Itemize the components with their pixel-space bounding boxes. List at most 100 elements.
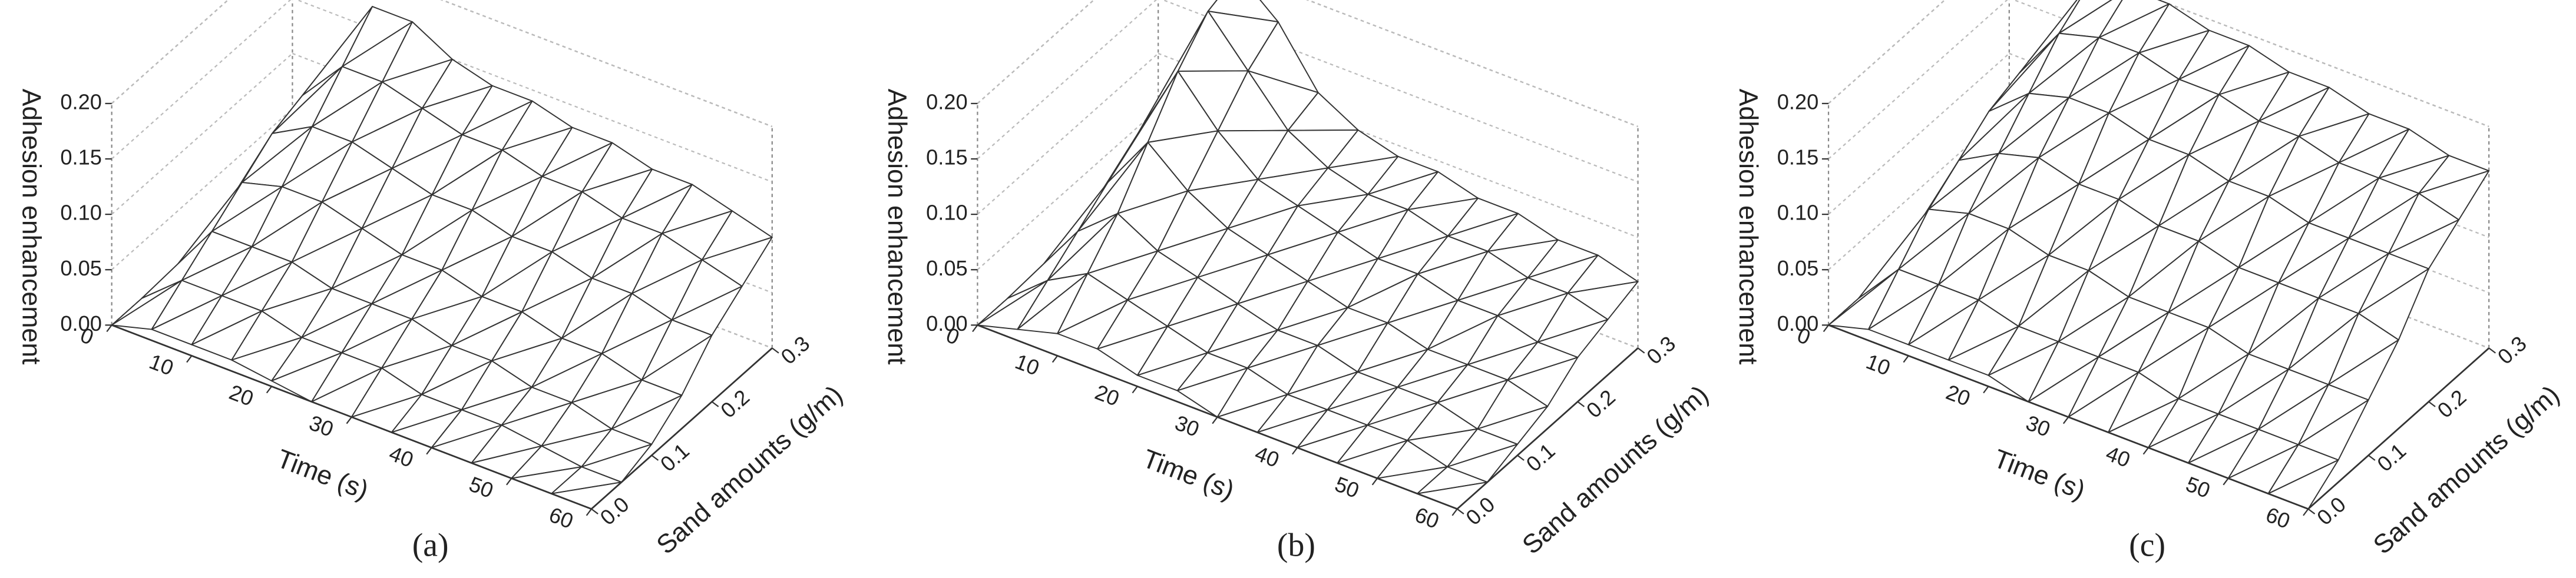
grid-line: [977, 0, 1095, 104]
z-tick-label: 0.20: [60, 89, 102, 114]
y-tick: [1637, 347, 1645, 354]
x-tick-label: 20: [1092, 380, 1122, 411]
grid-line: [977, 108, 1159, 271]
x-tick-label: 60: [1411, 503, 1442, 534]
x-tick-label: 60: [2263, 503, 2293, 534]
x-tick-label: 30: [2023, 410, 2053, 441]
y-tick-label: 0.3: [2493, 331, 2531, 369]
x-tick: [186, 355, 193, 363]
z-tick-label: 0.20: [926, 89, 968, 114]
x-tick-label: 40: [386, 441, 416, 472]
y-tick-label: 0.2: [2433, 385, 2471, 423]
x-tick: [1371, 477, 1378, 486]
x-tick: [346, 416, 352, 424]
x-tick: [1983, 386, 1989, 394]
x-tick-label: 50: [2183, 471, 2213, 503]
grid-line: [111, 108, 293, 271]
x-tick-label: 30: [306, 410, 336, 441]
panel-caption: (b): [1277, 527, 1315, 563]
grid-line: [1828, 52, 2010, 215]
z-tick-label: 0.10: [1777, 201, 1819, 225]
y-tick: [772, 347, 779, 354]
y-tick: [2488, 347, 2496, 354]
y-axis: [591, 347, 773, 510]
y-tick: [1577, 401, 1585, 407]
y-tick: [591, 508, 598, 514]
z-tick-label: 0.00: [1777, 311, 1819, 335]
y-tick-label: 0.1: [1522, 439, 1560, 476]
panel-caption: (a): [412, 527, 449, 563]
box-edge: [111, 0, 229, 104]
x-tick: [586, 509, 592, 516]
x-tick-label: 40: [1252, 441, 1282, 472]
y-tick: [651, 454, 659, 461]
x-tick: [1903, 355, 1909, 363]
z-axis-label: Adhesion enhancement: [16, 89, 45, 365]
grid-line: [111, 0, 292, 160]
x-tick: [2223, 477, 2229, 486]
z-tick-label: 0.00: [60, 311, 102, 335]
z-tick-label: 0.05: [60, 256, 102, 280]
y-axis: [2307, 347, 2490, 510]
grid-line: [2157, 0, 2489, 127]
y-tick: [1457, 508, 1464, 514]
z-axis-label: Adhesion enhancement: [882, 89, 911, 365]
z-tick-label: 0.15: [1777, 145, 1819, 170]
x-tick: [1212, 416, 1218, 424]
x-tick-label: 50: [466, 471, 497, 503]
z-tick-label: 0.00: [926, 311, 968, 335]
y-tick: [1517, 454, 1525, 461]
x-tick: [1451, 509, 1458, 516]
grid-line: [1828, 0, 2008, 160]
y-tick-label: 0.1: [656, 439, 694, 476]
x-tick: [1051, 355, 1059, 363]
x-axis-label: Time (s): [1990, 444, 2089, 506]
grid-line: [440, 0, 773, 127]
y-tick-label: 0.3: [1642, 331, 1680, 369]
x-tick: [106, 324, 113, 333]
y-tick: [711, 401, 719, 407]
x-tick-label: 10: [1012, 349, 1043, 380]
x-tick: [1823, 324, 1829, 333]
x-tick: [2303, 509, 2309, 516]
x-axis-label: Time (s): [1139, 444, 1238, 506]
x-tick-label: 30: [1172, 410, 1202, 441]
grid-line: [1306, 0, 1638, 127]
x-tick-label: 20: [226, 380, 257, 411]
z-tick-label: 0.05: [1777, 256, 1819, 280]
y-tick-label: 0.0: [2312, 492, 2350, 530]
z-tick-label: 0.05: [926, 256, 968, 280]
y-tick: [2367, 454, 2376, 461]
x-tick: [506, 477, 512, 486]
box-edge: [1828, 0, 1946, 104]
x-tick-label: 60: [546, 503, 577, 534]
x-tick: [1292, 447, 1298, 455]
grid-line: [111, 0, 229, 104]
y-axis: [1456, 347, 1639, 510]
y-tick: [2307, 508, 2316, 514]
y-tick-label: 0.2: [716, 385, 754, 423]
z-tick-label: 0.20: [1777, 89, 1819, 114]
box-edge: [977, 0, 1095, 104]
y-tick-label: 0.1: [2372, 439, 2410, 476]
z-tick-label: 0.10: [926, 201, 968, 225]
x-tick: [426, 447, 432, 455]
grid-line: [977, 52, 1159, 215]
y-axis-label: Sand amounts (g/m): [2368, 380, 2565, 560]
x-tick: [2142, 447, 2149, 455]
y-tick-label: 0.3: [776, 331, 815, 369]
x-tick-label: 40: [2103, 441, 2134, 472]
x-tick-label: 20: [1943, 380, 1973, 411]
x-tick-label: 10: [146, 349, 177, 380]
x-tick-label: 50: [1332, 471, 1363, 503]
x-tick: [2062, 416, 2069, 424]
grid-line: [977, 0, 1158, 160]
z-tick-label: 0.15: [60, 145, 102, 170]
y-tick: [2428, 401, 2436, 407]
grid-line: [111, 52, 293, 215]
